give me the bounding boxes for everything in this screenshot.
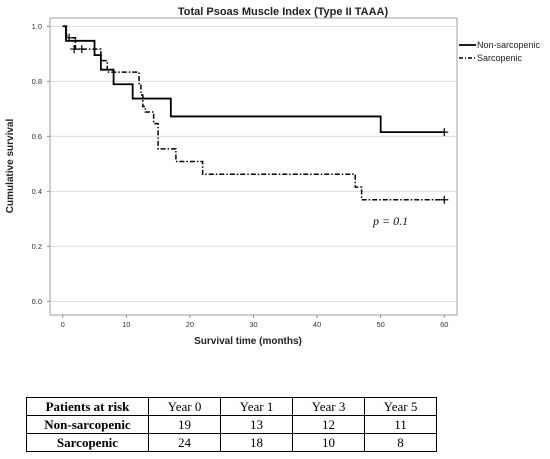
risk-table-row-non-sarcopenic: Non-sarcopenic 19 13 12 11 <box>26 415 437 434</box>
risk-table-header-cell: Year 3 <box>292 397 365 416</box>
censor-mark-sarcopenic <box>70 45 79 54</box>
risk-table-cell: 11 <box>364 415 437 434</box>
curve-non-sarcopenic <box>62 25 445 134</box>
censor-mark-sarcopenic <box>77 45 86 54</box>
x-tick-label: 60 <box>440 320 448 329</box>
x-tick-label: 30 <box>249 320 257 329</box>
risk-table-cell: 19 <box>148 415 221 434</box>
legend: Non-sarcopenic Sarcopenic <box>459 40 541 63</box>
risk-table-cell: 13 <box>220 415 293 434</box>
risk-table-cell: 8 <box>364 433 437 452</box>
censor-mark-non-sarcopenic <box>440 128 449 137</box>
survival-curves <box>62 25 449 204</box>
risk-table-header-row: Patients at risk Year 0 Year 1 Year 3 Ye… <box>26 397 437 416</box>
risk-table-header-cell: Patients at risk <box>26 397 149 416</box>
x-tick-label: 40 <box>313 320 321 329</box>
curve-sarcopenic <box>62 25 445 201</box>
risk-table-cell: 24 <box>148 433 221 452</box>
y-axis-label: Cumulative survival <box>5 119 16 214</box>
x-axis-label: Survival time (months) <box>194 336 302 347</box>
survival-chart: Total Psoas Muscle Index (Type II TAAA) … <box>5 6 541 347</box>
gridlines <box>50 25 457 302</box>
x-tick-label: 0 <box>61 320 65 329</box>
censor-mark-sarcopenic <box>65 33 74 42</box>
risk-table-row-sarcopenic: Sarcopenic 24 18 10 8 <box>26 433 437 452</box>
legend-label-sarcopenic: Sarcopenic <box>477 53 523 63</box>
risk-table-header-cell: Year 0 <box>148 397 221 416</box>
y-tick-label: 0.8 <box>32 77 42 86</box>
chart-title: Total Psoas Muscle Index (Type II TAAA) <box>178 6 389 18</box>
risk-table-row-label: Non-sarcopenic <box>26 415 149 434</box>
censor-mark-sarcopenic <box>440 195 449 204</box>
legend-label-non-sarcopenic: Non-sarcopenic <box>477 40 541 50</box>
risk-table-cell: 12 <box>292 415 365 434</box>
risk-table-cell: 18 <box>220 433 293 452</box>
y-axis-ticks: 0.0 0.2 0.4 0.6 0.8 1.0 <box>32 22 50 306</box>
p-value-annotation: p = 0.1 <box>372 214 408 228</box>
risk-table-row-label: Sarcopenic <box>26 433 149 452</box>
y-tick-label: 1.0 <box>32 22 42 31</box>
patients-at-risk-table: Patients at risk Year 0 Year 1 Year 3 Ye… <box>26 397 437 452</box>
x-axis-ticks: 0 10 20 30 40 50 60 <box>61 315 448 329</box>
y-tick-label: 0.6 <box>32 132 42 141</box>
risk-table-cell: 10 <box>292 433 365 452</box>
plot-frame <box>49 17 458 316</box>
y-tick-label: 0.0 <box>32 297 42 306</box>
risk-table-header-cell: Year 1 <box>220 397 293 416</box>
x-tick-label: 20 <box>186 320 194 329</box>
x-tick-label: 50 <box>377 320 385 329</box>
y-tick-label: 0.2 <box>32 242 42 251</box>
risk-table-header-cell: Year 5 <box>364 397 437 416</box>
x-tick-label: 10 <box>122 320 130 329</box>
y-tick-label: 0.4 <box>32 187 42 196</box>
